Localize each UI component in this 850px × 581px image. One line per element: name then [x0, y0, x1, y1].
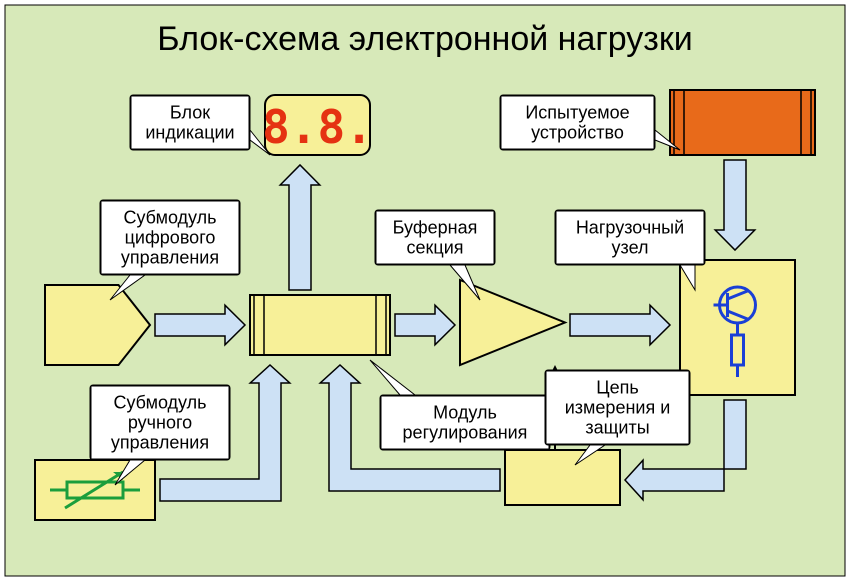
node-loadNode: [680, 260, 795, 395]
node-manCtrl: [35, 460, 155, 520]
callout-text: Модуль: [433, 403, 497, 423]
node-reg: [250, 295, 390, 355]
callout-text: Субмодуль: [123, 208, 216, 228]
callout-text: ручного: [128, 413, 192, 433]
callout-text: регулирования: [403, 423, 528, 443]
callout-text: Цепь: [596, 378, 638, 398]
callout-text: цифрового: [125, 228, 216, 248]
callout-text: индикации: [145, 123, 234, 143]
callout-text: управления: [121, 248, 219, 268]
node-meas: [505, 450, 620, 505]
callout-display: Блокиндикации: [130, 95, 270, 155]
callout-text: Субмодуль: [113, 393, 206, 413]
callout-text: Нагрузочный: [576, 218, 684, 238]
callout-text: защиты: [585, 418, 649, 438]
callout-text: Блок: [170, 103, 210, 123]
callout-text: управления: [111, 433, 209, 453]
callout-text: Испытуемое: [525, 103, 629, 123]
node-display: 8.8.: [262, 95, 373, 155]
led-digits-icon: 8.8.: [262, 100, 373, 154]
callout-text: измерения и: [565, 398, 671, 418]
node-dut: [670, 90, 815, 155]
callout-dut: Испытуемоеустройство: [500, 95, 680, 150]
diagram-title: Блок-схема электронной нагрузки: [157, 20, 692, 58]
callout-text: узел: [612, 238, 649, 258]
callout-text: Буферная: [393, 218, 478, 238]
callout-text: секция: [407, 238, 464, 258]
callout-text: устройство: [531, 123, 624, 143]
